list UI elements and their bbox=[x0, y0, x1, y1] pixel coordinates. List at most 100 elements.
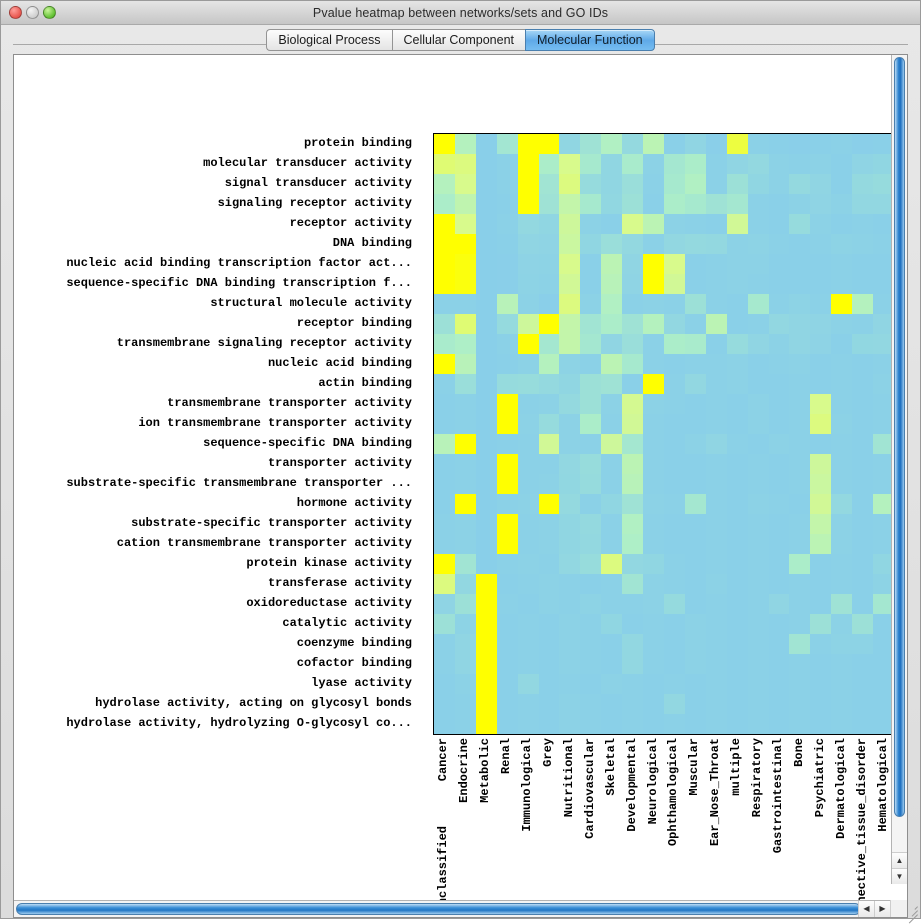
heatmap-cell[interactable] bbox=[705, 214, 727, 234]
heatmap-cell[interactable] bbox=[831, 134, 853, 154]
heatmap-cell[interactable] bbox=[747, 454, 769, 474]
heatmap-cell[interactable] bbox=[601, 434, 623, 454]
heatmap-cell[interactable] bbox=[768, 254, 790, 274]
heatmap-cell[interactable] bbox=[663, 274, 685, 294]
heatmap-cell[interactable] bbox=[705, 234, 727, 254]
heatmap-cell[interactable] bbox=[747, 194, 769, 214]
heatmap-cell[interactable] bbox=[873, 594, 894, 614]
heatmap-cell[interactable] bbox=[538, 714, 560, 734]
horizontal-scrollbar[interactable]: ◀ ▶ bbox=[14, 900, 907, 917]
heatmap-cell[interactable] bbox=[831, 574, 853, 594]
heatmap-cell[interactable] bbox=[705, 394, 727, 414]
heatmap-cell[interactable] bbox=[810, 214, 832, 234]
heatmap-cell[interactable] bbox=[454, 454, 476, 474]
heatmap-cell[interactable] bbox=[663, 234, 685, 254]
heatmap-cell[interactable] bbox=[747, 434, 769, 454]
heatmap-cell[interactable] bbox=[580, 394, 602, 414]
heatmap-cell[interactable] bbox=[831, 674, 853, 694]
heatmap-cell[interactable] bbox=[622, 274, 644, 294]
heatmap-cell[interactable] bbox=[643, 374, 664, 394]
heatmap-cell[interactable] bbox=[538, 674, 560, 694]
heatmap-cell[interactable] bbox=[601, 134, 623, 154]
heatmap-cell[interactable] bbox=[580, 694, 602, 714]
heatmap-cell[interactable] bbox=[831, 234, 853, 254]
heatmap-cell[interactable] bbox=[705, 634, 727, 654]
heatmap-cell[interactable] bbox=[454, 474, 476, 494]
heatmap-cell[interactable] bbox=[747, 354, 769, 374]
heatmap-cell[interactable] bbox=[831, 154, 853, 174]
heatmap-cell[interactable] bbox=[496, 454, 518, 474]
heatmap-cell[interactable] bbox=[831, 354, 853, 374]
heatmap-cell[interactable] bbox=[705, 254, 727, 274]
heatmap-cell[interactable] bbox=[873, 474, 894, 494]
heatmap-cell[interactable] bbox=[517, 154, 539, 174]
heatmap-cell[interactable] bbox=[434, 534, 455, 554]
heatmap-cell[interactable] bbox=[601, 574, 623, 594]
heatmap-cell[interactable] bbox=[434, 374, 455, 394]
heatmap-cell[interactable] bbox=[643, 234, 664, 254]
heatmap-cell[interactable] bbox=[580, 634, 602, 654]
heatmap-cell[interactable] bbox=[705, 594, 727, 614]
heatmap-cell[interactable] bbox=[559, 414, 581, 434]
heatmap-cell[interactable] bbox=[852, 314, 874, 334]
heatmap-cell[interactable] bbox=[768, 594, 790, 614]
heatmap-cell[interactable] bbox=[643, 194, 664, 214]
heatmap-cell[interactable] bbox=[434, 674, 455, 694]
heatmap-cell[interactable] bbox=[496, 554, 518, 574]
heatmap-cell[interactable] bbox=[580, 254, 602, 274]
heatmap-cell[interactable] bbox=[601, 234, 623, 254]
heatmap-cell[interactable] bbox=[873, 234, 894, 254]
heatmap-cell[interactable] bbox=[496, 614, 518, 634]
heatmap-cell[interactable] bbox=[601, 414, 623, 434]
heatmap-cell[interactable] bbox=[810, 634, 832, 654]
heatmap-cell[interactable] bbox=[496, 314, 518, 334]
heatmap-cell[interactable] bbox=[538, 634, 560, 654]
heatmap-cell[interactable] bbox=[684, 534, 706, 554]
heatmap-cell[interactable] bbox=[810, 474, 832, 494]
heatmap-cell[interactable] bbox=[538, 374, 560, 394]
heatmap-cell[interactable] bbox=[496, 194, 518, 214]
heatmap-cell[interactable] bbox=[810, 614, 832, 634]
heatmap-cell[interactable] bbox=[643, 454, 664, 474]
heatmap-cell[interactable] bbox=[601, 614, 623, 634]
heatmap-cell[interactable] bbox=[726, 554, 748, 574]
heatmap-cell[interactable] bbox=[454, 714, 476, 734]
heatmap-cell[interactable] bbox=[538, 614, 560, 634]
heatmap-cell[interactable] bbox=[475, 254, 497, 274]
heatmap-cell[interactable] bbox=[517, 374, 539, 394]
heatmap-cell[interactable] bbox=[454, 294, 476, 314]
heatmap-cell[interactable] bbox=[434, 594, 455, 614]
heatmap-cell[interactable] bbox=[434, 194, 455, 214]
heatmap-cell[interactable] bbox=[789, 634, 811, 654]
heatmap-cell[interactable] bbox=[789, 674, 811, 694]
heatmap-cell[interactable] bbox=[601, 274, 623, 294]
heatmap-cell[interactable] bbox=[496, 174, 518, 194]
heatmap-cell[interactable] bbox=[810, 334, 832, 354]
heatmap-cell[interactable] bbox=[726, 634, 748, 654]
heatmap-cell[interactable] bbox=[454, 534, 476, 554]
heatmap-cell[interactable] bbox=[873, 534, 894, 554]
heatmap-cell[interactable] bbox=[559, 574, 581, 594]
heatmap-cell[interactable] bbox=[852, 634, 874, 654]
heatmap-cell[interactable] bbox=[873, 634, 894, 654]
heatmap-cell[interactable] bbox=[601, 314, 623, 334]
heatmap-cell[interactable] bbox=[496, 234, 518, 254]
heatmap-cell[interactable] bbox=[726, 214, 748, 234]
heatmap-cell[interactable] bbox=[768, 294, 790, 314]
heatmap-cell[interactable] bbox=[768, 334, 790, 354]
heatmap-cell[interactable] bbox=[517, 714, 539, 734]
heatmap-cell[interactable] bbox=[684, 394, 706, 414]
heatmap-cell[interactable] bbox=[454, 314, 476, 334]
heatmap-cell[interactable] bbox=[726, 594, 748, 614]
heatmap-cell[interactable] bbox=[789, 374, 811, 394]
heatmap-cell[interactable] bbox=[475, 394, 497, 414]
heatmap-cell[interactable] bbox=[726, 474, 748, 494]
heatmap-cell[interactable] bbox=[643, 674, 664, 694]
heatmap-cell[interactable] bbox=[580, 534, 602, 554]
heatmap-cell[interactable] bbox=[622, 314, 644, 334]
heatmap-cell[interactable] bbox=[517, 434, 539, 454]
heatmap-cell[interactable] bbox=[454, 494, 476, 514]
heatmap-cell[interactable] bbox=[726, 374, 748, 394]
heatmap-cell[interactable] bbox=[538, 394, 560, 414]
heatmap-cell[interactable] bbox=[601, 494, 623, 514]
